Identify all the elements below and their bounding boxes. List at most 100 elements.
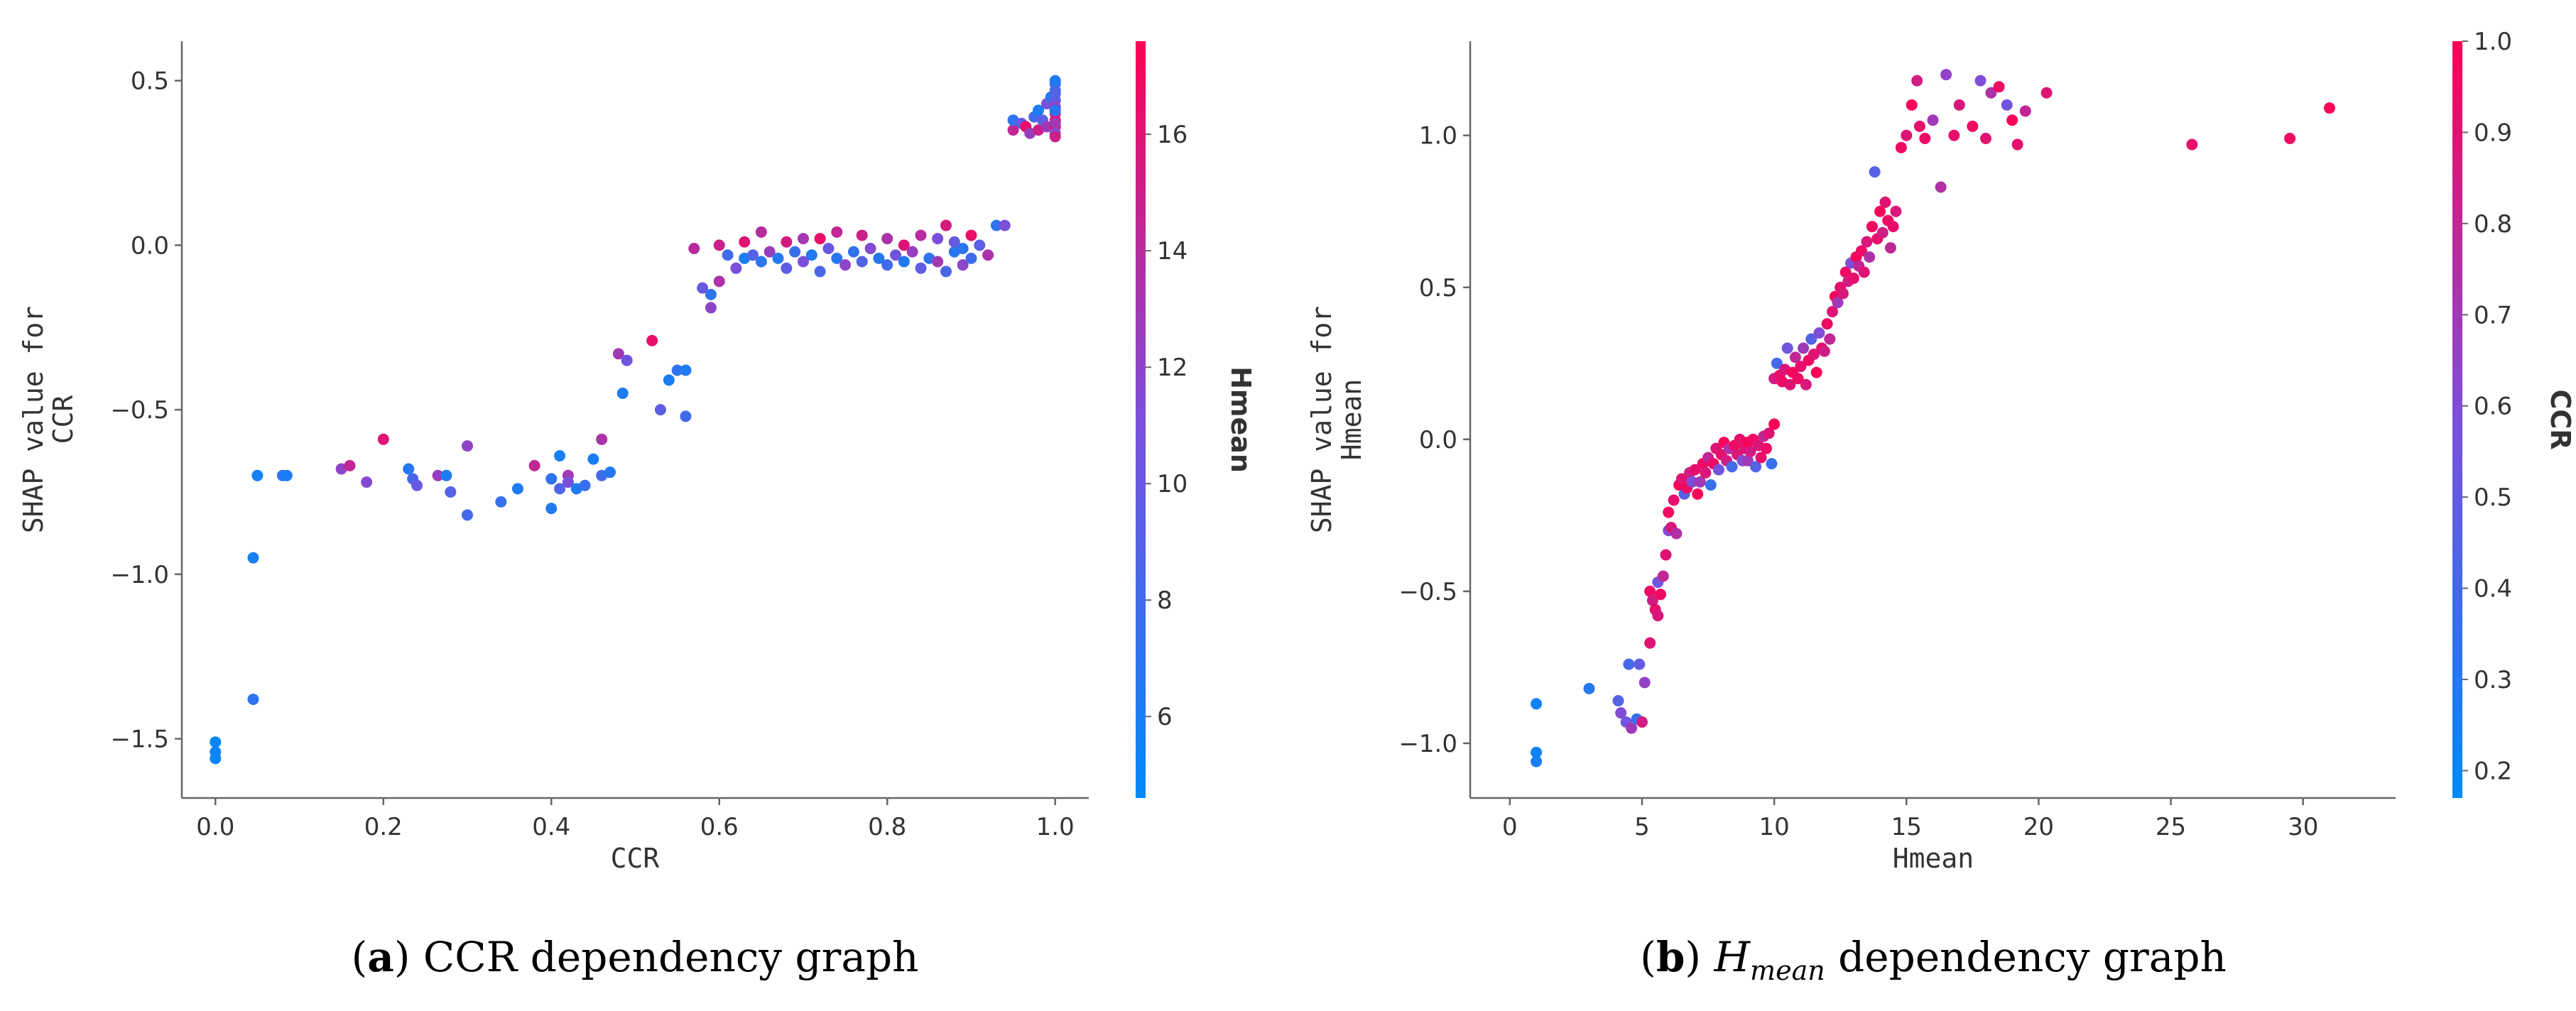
scatter-point <box>671 364 683 376</box>
scatter-point <box>1927 114 1939 126</box>
colorbar-tick-label: 16 <box>1157 121 1188 149</box>
scatter-point <box>847 246 859 258</box>
scatter-point <box>1655 589 1667 601</box>
scatter-point <box>730 262 742 274</box>
scatter-point <box>1884 242 1896 254</box>
scatter-point <box>621 354 633 366</box>
y-tick-label: 0.5 <box>1419 274 1457 302</box>
x-tick-label: 25 <box>2156 813 2186 841</box>
chart-a-colorbar-label: Hmean <box>1225 366 1256 473</box>
scatter-point <box>612 348 624 360</box>
scatter-point <box>974 239 986 251</box>
scatter-point <box>932 233 944 245</box>
scatter-point <box>579 479 591 491</box>
x-tick-label: 5 <box>1634 813 1650 841</box>
chart-a-x-label: CCR <box>611 843 660 874</box>
scatter-point <box>210 736 222 748</box>
scatter-point <box>596 433 608 445</box>
scatter-point <box>688 242 700 254</box>
chart-a-colorbar <box>1136 41 1146 798</box>
colorbar-tick-label: 6 <box>1157 703 1173 731</box>
scatter-point <box>663 374 675 386</box>
scatter-point <box>831 252 843 264</box>
scatter-point <box>1855 245 1867 257</box>
chart-b-caption-text: dependency graph <box>1838 933 2227 981</box>
scatter-point <box>1948 129 1960 141</box>
scatter-point <box>1832 297 1844 309</box>
scatter-point <box>739 236 751 248</box>
scatter-point <box>2001 99 2013 111</box>
scatter-point <box>654 404 666 416</box>
colorbar-tick-label: 8 <box>1157 586 1173 615</box>
scatter-point <box>781 236 793 248</box>
colorbar-tick-label: 0.2 <box>2474 757 2512 785</box>
scatter-point <box>411 479 423 491</box>
x-tick-label: 1.0 <box>1036 813 1075 841</box>
scatter-point <box>1726 461 1738 473</box>
scatter-point <box>814 233 826 245</box>
scatter-point <box>554 449 566 461</box>
scatter-point <box>377 433 389 445</box>
scatter-point <box>1626 722 1638 734</box>
scatter-point <box>1049 117 1061 129</box>
scatter-point <box>1821 318 1833 330</box>
scatter-point <box>1824 333 1836 345</box>
y-tick-label: 0.0 <box>1419 426 1457 454</box>
scatter-point <box>839 259 852 271</box>
chart-a-caption-prefix: a <box>367 933 394 981</box>
scatter-point <box>831 226 843 238</box>
scatter-point <box>1705 479 1717 491</box>
scatter-point <box>2019 105 2031 117</box>
colorbar-tick-label: 0.7 <box>2474 301 2512 329</box>
scatter-point <box>1531 755 1543 767</box>
colorbar-tick-label: 10 <box>1157 470 1188 498</box>
scatter-point <box>898 239 910 251</box>
scatter-point <box>1800 378 1812 390</box>
scatter-point <box>1808 348 1820 360</box>
scatter-point <box>462 440 474 452</box>
scatter-point <box>1652 610 1664 622</box>
scatter-point <box>1049 88 1061 100</box>
scatter-point <box>789 246 801 258</box>
scatter-point <box>1813 327 1825 339</box>
chart-b-caption-var: H <box>1713 933 1751 981</box>
scatter-point <box>1007 124 1019 136</box>
scatter-point <box>1784 378 1796 390</box>
scatter-point <box>1847 272 1859 284</box>
scatter-point <box>755 256 767 268</box>
scatter-point <box>1837 288 1849 300</box>
scatter-point <box>1583 682 1595 694</box>
scatter-point <box>1890 205 1902 217</box>
scatter-point <box>680 364 692 376</box>
chart-b-caption: (b) Hmean dependency graph <box>1640 933 2227 986</box>
scatter-point <box>856 256 868 268</box>
scatter-point <box>906 246 918 258</box>
chart-a-y-ticks: −1.5 −1.0 −0.5 0.0 0.5 <box>110 67 182 754</box>
y-tick-label: −0.5 <box>1398 578 1457 606</box>
scatter-point <box>1864 251 1876 263</box>
colorbar-tick-label: 0.8 <box>2474 210 2512 239</box>
scatter-point <box>440 469 452 481</box>
colorbar-tick-label: 12 <box>1157 354 1188 382</box>
chart-a-caption: (a) CCR dependency graph <box>352 933 919 981</box>
scatter-point <box>1692 488 1704 500</box>
scatter-point <box>1792 373 1804 385</box>
scatter-point <box>705 288 717 300</box>
chart-a-x-ticks: 0.0 0.2 0.4 0.6 0.8 1.0 <box>196 798 1075 841</box>
scatter-point <box>990 219 1002 231</box>
scatter-point <box>1913 120 1925 132</box>
scatter-point <box>1741 454 1754 466</box>
scatter-point <box>1876 226 1888 239</box>
scatter-point <box>1623 658 1635 670</box>
scatter-point <box>1663 506 1675 518</box>
scatter-point <box>247 552 259 564</box>
x-tick-label: 0.2 <box>364 813 403 841</box>
scatter-point <box>1049 131 1061 143</box>
scatter-point <box>1940 69 1952 81</box>
scatter-point <box>1781 342 1793 354</box>
scatter-point <box>814 266 826 278</box>
scatter-point <box>1810 366 1822 378</box>
scatter-point <box>890 249 902 261</box>
scatter-point <box>1861 236 1873 248</box>
scatter-point <box>822 242 835 254</box>
